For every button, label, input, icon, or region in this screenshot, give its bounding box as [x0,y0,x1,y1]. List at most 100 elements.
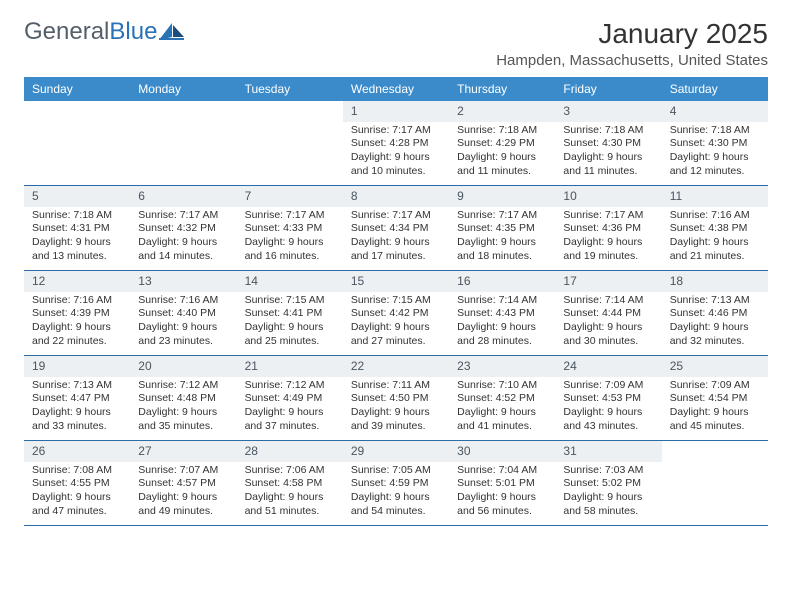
logo-text-gray: General [24,18,109,46]
sunset-text: Sunset: 4:47 PM [32,392,122,406]
calendar-cell [130,101,236,185]
day-details: Sunrise: 7:13 AMSunset: 4:47 PMDaylight:… [24,377,130,438]
day-number: 21 [237,356,343,377]
dl2-text: and 17 minutes. [351,250,441,264]
sunset-text: Sunset: 4:58 PM [245,477,335,491]
weekday-label: Tuesday [237,77,343,101]
dl1-text: Daylight: 9 hours [457,151,547,165]
sunset-text: Sunset: 4:38 PM [670,222,760,236]
dl1-text: Daylight: 9 hours [563,406,653,420]
sunrise-text: Sunrise: 7:10 AM [457,379,547,393]
sunrise-text: Sunrise: 7:15 AM [245,294,335,308]
sunset-text: Sunset: 4:54 PM [670,392,760,406]
dl1-text: Daylight: 9 hours [351,491,441,505]
sunset-text: Sunset: 4:39 PM [32,307,122,321]
dl1-text: Daylight: 9 hours [670,406,760,420]
calendar-cell: 24Sunrise: 7:09 AMSunset: 4:53 PMDayligh… [555,356,661,440]
sunrise-text: Sunrise: 7:13 AM [32,379,122,393]
sunrise-text: Sunrise: 7:18 AM [457,124,547,138]
dl2-text: and 11 minutes. [563,165,653,179]
dl1-text: Daylight: 9 hours [138,491,228,505]
day-details: Sunrise: 7:14 AMSunset: 4:44 PMDaylight:… [555,292,661,353]
dl1-text: Daylight: 9 hours [351,406,441,420]
dl1-text: Daylight: 9 hours [457,321,547,335]
weekday-label: Wednesday [343,77,449,101]
day-details: Sunrise: 7:17 AMSunset: 4:33 PMDaylight:… [237,207,343,268]
day-details: Sunrise: 7:11 AMSunset: 4:50 PMDaylight:… [343,377,449,438]
day-details: Sunrise: 7:09 AMSunset: 4:53 PMDaylight:… [555,377,661,438]
dl2-text: and 43 minutes. [563,420,653,434]
weeks-container: 1Sunrise: 7:17 AMSunset: 4:28 PMDaylight… [24,101,768,526]
day-details: Sunrise: 7:18 AMSunset: 4:31 PMDaylight:… [24,207,130,268]
day-details: Sunrise: 7:04 AMSunset: 5:01 PMDaylight:… [449,462,555,523]
sunrise-text: Sunrise: 7:13 AM [670,294,760,308]
dl2-text: and 27 minutes. [351,335,441,349]
day-details: Sunrise: 7:15 AMSunset: 4:41 PMDaylight:… [237,292,343,353]
sunset-text: Sunset: 4:34 PM [351,222,441,236]
sunrise-text: Sunrise: 7:11 AM [351,379,441,393]
dl1-text: Daylight: 9 hours [32,321,122,335]
calendar-cell: 3Sunrise: 7:18 AMSunset: 4:30 PMDaylight… [555,101,661,185]
sunrise-text: Sunrise: 7:14 AM [457,294,547,308]
day-number: 14 [237,271,343,292]
sunrise-text: Sunrise: 7:18 AM [32,209,122,223]
sunset-text: Sunset: 4:55 PM [32,477,122,491]
calendar-cell: 1Sunrise: 7:17 AMSunset: 4:28 PMDaylight… [343,101,449,185]
sunset-text: Sunset: 4:53 PM [563,392,653,406]
sunrise-text: Sunrise: 7:17 AM [563,209,653,223]
dl1-text: Daylight: 9 hours [670,236,760,250]
day-details: Sunrise: 7:07 AMSunset: 4:57 PMDaylight:… [130,462,236,523]
dl1-text: Daylight: 9 hours [245,491,335,505]
day-number: 18 [662,271,768,292]
sunset-text: Sunset: 4:36 PM [563,222,653,236]
dl2-text: and 16 minutes. [245,250,335,264]
calendar-cell: 17Sunrise: 7:14 AMSunset: 4:44 PMDayligh… [555,271,661,355]
day-number: 1 [343,101,449,122]
sunset-text: Sunset: 4:59 PM [351,477,441,491]
day-number [237,101,343,122]
sunset-text: Sunset: 4:49 PM [245,392,335,406]
day-number: 5 [24,186,130,207]
day-number [130,101,236,122]
dl1-text: Daylight: 9 hours [457,491,547,505]
day-number: 2 [449,101,555,122]
logo-text-blue: Blue [109,18,157,46]
dl2-text: and 33 minutes. [32,420,122,434]
sunset-text: Sunset: 4:29 PM [457,137,547,151]
day-details: Sunrise: 7:16 AMSunset: 4:40 PMDaylight:… [130,292,236,353]
sunset-text: Sunset: 4:32 PM [138,222,228,236]
day-number: 25 [662,356,768,377]
sunset-text: Sunset: 4:43 PM [457,307,547,321]
day-number: 17 [555,271,661,292]
dl2-text: and 25 minutes. [245,335,335,349]
calendar-cell: 15Sunrise: 7:15 AMSunset: 4:42 PMDayligh… [343,271,449,355]
sunset-text: Sunset: 5:01 PM [457,477,547,491]
calendar-page: GeneralBlue January 2025 Hampden, Massac… [0,0,792,526]
calendar-cell: 19Sunrise: 7:13 AMSunset: 4:47 PMDayligh… [24,356,130,440]
logo-sail-icon [159,23,185,41]
dl2-text: and 58 minutes. [563,505,653,519]
day-details: Sunrise: 7:08 AMSunset: 4:55 PMDaylight:… [24,462,130,523]
dl2-text: and 41 minutes. [457,420,547,434]
day-details: Sunrise: 7:18 AMSunset: 4:29 PMDaylight:… [449,122,555,183]
logo: GeneralBlue [24,18,185,46]
day-number: 29 [343,441,449,462]
day-number: 20 [130,356,236,377]
day-details: Sunrise: 7:18 AMSunset: 4:30 PMDaylight:… [555,122,661,183]
calendar-cell: 18Sunrise: 7:13 AMSunset: 4:46 PMDayligh… [662,271,768,355]
sunrise-text: Sunrise: 7:18 AM [670,124,760,138]
sunrise-text: Sunrise: 7:16 AM [138,294,228,308]
calendar-cell: 22Sunrise: 7:11 AMSunset: 4:50 PMDayligh… [343,356,449,440]
day-details: Sunrise: 7:17 AMSunset: 4:28 PMDaylight:… [343,122,449,183]
calendar-cell: 23Sunrise: 7:10 AMSunset: 4:52 PMDayligh… [449,356,555,440]
calendar-cell: 10Sunrise: 7:17 AMSunset: 4:36 PMDayligh… [555,186,661,270]
day-details: Sunrise: 7:14 AMSunset: 4:43 PMDaylight:… [449,292,555,353]
dl1-text: Daylight: 9 hours [563,491,653,505]
day-details: Sunrise: 7:16 AMSunset: 4:39 PMDaylight:… [24,292,130,353]
calendar-cell: 25Sunrise: 7:09 AMSunset: 4:54 PMDayligh… [662,356,768,440]
sunrise-text: Sunrise: 7:17 AM [138,209,228,223]
day-number: 4 [662,101,768,122]
dl1-text: Daylight: 9 hours [563,151,653,165]
title-block: January 2025 Hampden, Massachusetts, Uni… [496,18,768,69]
sunset-text: Sunset: 4:46 PM [670,307,760,321]
